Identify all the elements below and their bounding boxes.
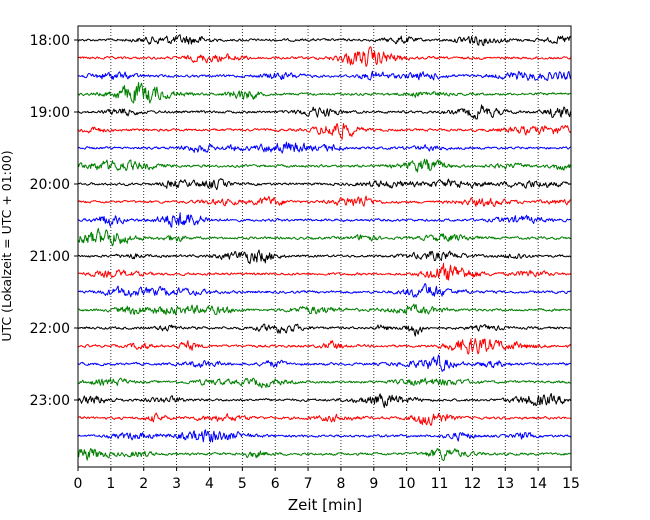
trace-2330 (77, 429, 572, 443)
y-tick-label: 21:00 (30, 249, 70, 265)
trace-1945 (77, 158, 572, 173)
trace-2345 (77, 448, 572, 462)
trace-2315 (77, 412, 572, 426)
y-tick-label: 23:00 (30, 393, 70, 409)
y-axis: 18:00 19:00 20:00 21:00 22:00 23:00 (30, 33, 78, 409)
y-tick-label: 19:00 (30, 105, 70, 121)
trace-2215 (77, 338, 572, 355)
trace-1845 (77, 81, 572, 104)
trace-2145 (77, 303, 572, 316)
x-tick-label: 9 (369, 476, 378, 492)
trace-1900 (77, 104, 572, 120)
x-tick-label: 10 (398, 476, 416, 492)
trace-1830 (77, 70, 572, 82)
trace-1815 (77, 46, 572, 67)
x-tick-label: 2 (139, 476, 148, 492)
x-tick-label: 4 (205, 476, 214, 492)
x-tick-label: 1 (106, 476, 115, 492)
trace-2115 (77, 262, 572, 281)
trace-1915 (77, 122, 572, 140)
y-tick-label: 18:00 (30, 33, 70, 49)
x-tick-label: 13 (496, 476, 514, 492)
trace-2015 (77, 195, 572, 208)
x-axis: 0 1 2 3 4 5 6 7 8 9 10 11 12 13 14 15 (74, 467, 580, 492)
x-tick-label: 14 (529, 476, 547, 492)
trace-2300 (77, 393, 572, 408)
x-axis-label: Zeit [min] (288, 496, 362, 514)
trace-2045 (77, 227, 572, 247)
x-tick-label: 8 (336, 476, 345, 492)
x-tick-label: 6 (271, 476, 280, 492)
x-tick-label: 0 (74, 476, 83, 492)
trace-1930 (77, 141, 572, 154)
trace-2200 (77, 323, 572, 337)
trace-2130 (77, 283, 572, 298)
x-tick-label: 15 (562, 476, 580, 492)
x-tick-label: 3 (172, 476, 181, 492)
plot-frame (77, 25, 572, 468)
x-tick-label: 11 (431, 476, 449, 492)
x-tick-label: 12 (463, 476, 481, 492)
trace-2000 (77, 178, 572, 191)
trace-1800 (77, 34, 572, 47)
y-tick-label: 20:00 (30, 177, 70, 193)
x-tick-label: 7 (304, 476, 313, 492)
trace-2030 (77, 212, 572, 228)
trace-2245 (77, 377, 572, 389)
trace-2230 (77, 354, 572, 372)
y-axis-label: UTC (Lokalzeit = UTC + 01:00) (0, 150, 14, 341)
x-tick-label: 5 (238, 476, 247, 492)
trace-2100 (77, 249, 572, 265)
y-tick-label: 22:00 (30, 321, 70, 337)
seismic-traces (77, 34, 572, 462)
